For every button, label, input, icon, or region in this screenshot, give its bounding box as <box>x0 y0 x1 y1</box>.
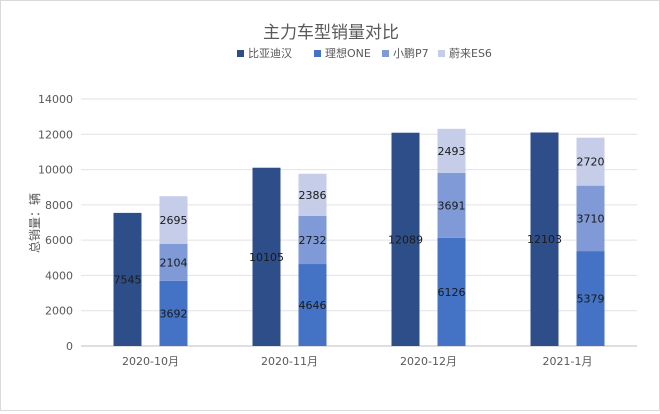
legend-swatch <box>438 50 445 57</box>
bar-小鹏P7 <box>437 172 466 238</box>
x-tick-label: 2021-1月 <box>543 355 593 368</box>
y-tick-label: 12000 <box>38 128 73 141</box>
bar-小鹏P7 <box>159 243 188 281</box>
legend-label: 蔚来ES6 <box>449 47 492 60</box>
bar-比亚迪汉 <box>252 167 281 346</box>
bar-理想ONE <box>576 251 605 346</box>
y-tick-label: 8000 <box>45 199 73 212</box>
data-label: 2104 <box>160 256 188 269</box>
bar-比亚迪汉 <box>391 132 420 346</box>
bar-比亚迪汉 <box>113 212 142 346</box>
legend-swatch <box>314 50 321 57</box>
y-tick-label: 2000 <box>45 305 73 318</box>
y-axis-label: 总销量：辆 <box>28 193 42 253</box>
x-tick-label: 2020-12月 <box>400 355 457 368</box>
y-tick-label: 10000 <box>38 164 73 177</box>
legend-swatch <box>382 50 389 57</box>
data-label: 10105 <box>249 251 284 264</box>
bar-小鹏P7 <box>298 215 327 265</box>
chart-title: 主力车型销量对比 <box>263 23 399 43</box>
bar-理想ONE <box>298 264 327 346</box>
data-label: 12103 <box>527 233 562 246</box>
data-label: 2732 <box>299 234 327 247</box>
data-label: 2493 <box>438 145 466 158</box>
data-label: 3691 <box>438 199 466 212</box>
y-tick-label: 4000 <box>45 269 73 282</box>
y-tick-label: 6000 <box>45 234 73 247</box>
x-tick-label: 2020-10月 <box>122 355 179 368</box>
data-label: 6126 <box>438 286 466 299</box>
bar-蔚来ES6 <box>576 137 605 186</box>
legend: 比亚迪汉 理想ONE 小鹏P7 蔚来ES6 <box>237 46 492 60</box>
bar-小鹏P7 <box>576 185 605 252</box>
y-tick-label: 0 <box>66 340 73 353</box>
x-axis-ticks: 2020-10月 2020-11月 2020-12月 2021-1月 <box>122 355 592 368</box>
y-axis-ticks: 0 2000 4000 6000 8000 10000 12000 14000 <box>38 93 73 353</box>
bar-蔚来ES6 <box>159 196 188 244</box>
legend-label: 比亚迪汉 <box>248 47 292 60</box>
data-label: 7545 <box>114 273 142 286</box>
data-label: 3692 <box>160 307 188 320</box>
x-tick-label: 2020-11月 <box>261 355 318 368</box>
data-label: 2720 <box>577 156 605 169</box>
data-label: 12089 <box>388 233 423 246</box>
data-label: 4646 <box>299 299 327 312</box>
bar-蔚来ES6 <box>298 173 327 216</box>
y-tick-label: 14000 <box>38 93 73 106</box>
data-label: 2386 <box>299 189 327 202</box>
bar-比亚迪汉 <box>530 132 559 346</box>
bar-蔚来ES6 <box>437 128 466 173</box>
data-label: 5379 <box>577 293 605 306</box>
bar-理想ONE <box>437 237 466 346</box>
legend-swatch <box>237 50 244 57</box>
data-label: 2695 <box>160 214 188 227</box>
bars: 7545 3692 2104 2695 10105 4646 2732 2386 12089 61… <box>113 128 605 346</box>
bar-理想ONE <box>159 280 188 346</box>
legend-label: 小鹏P7 <box>393 47 429 60</box>
data-label: 3710 <box>577 212 605 225</box>
legend-label: 理想ONE <box>325 46 371 60</box>
